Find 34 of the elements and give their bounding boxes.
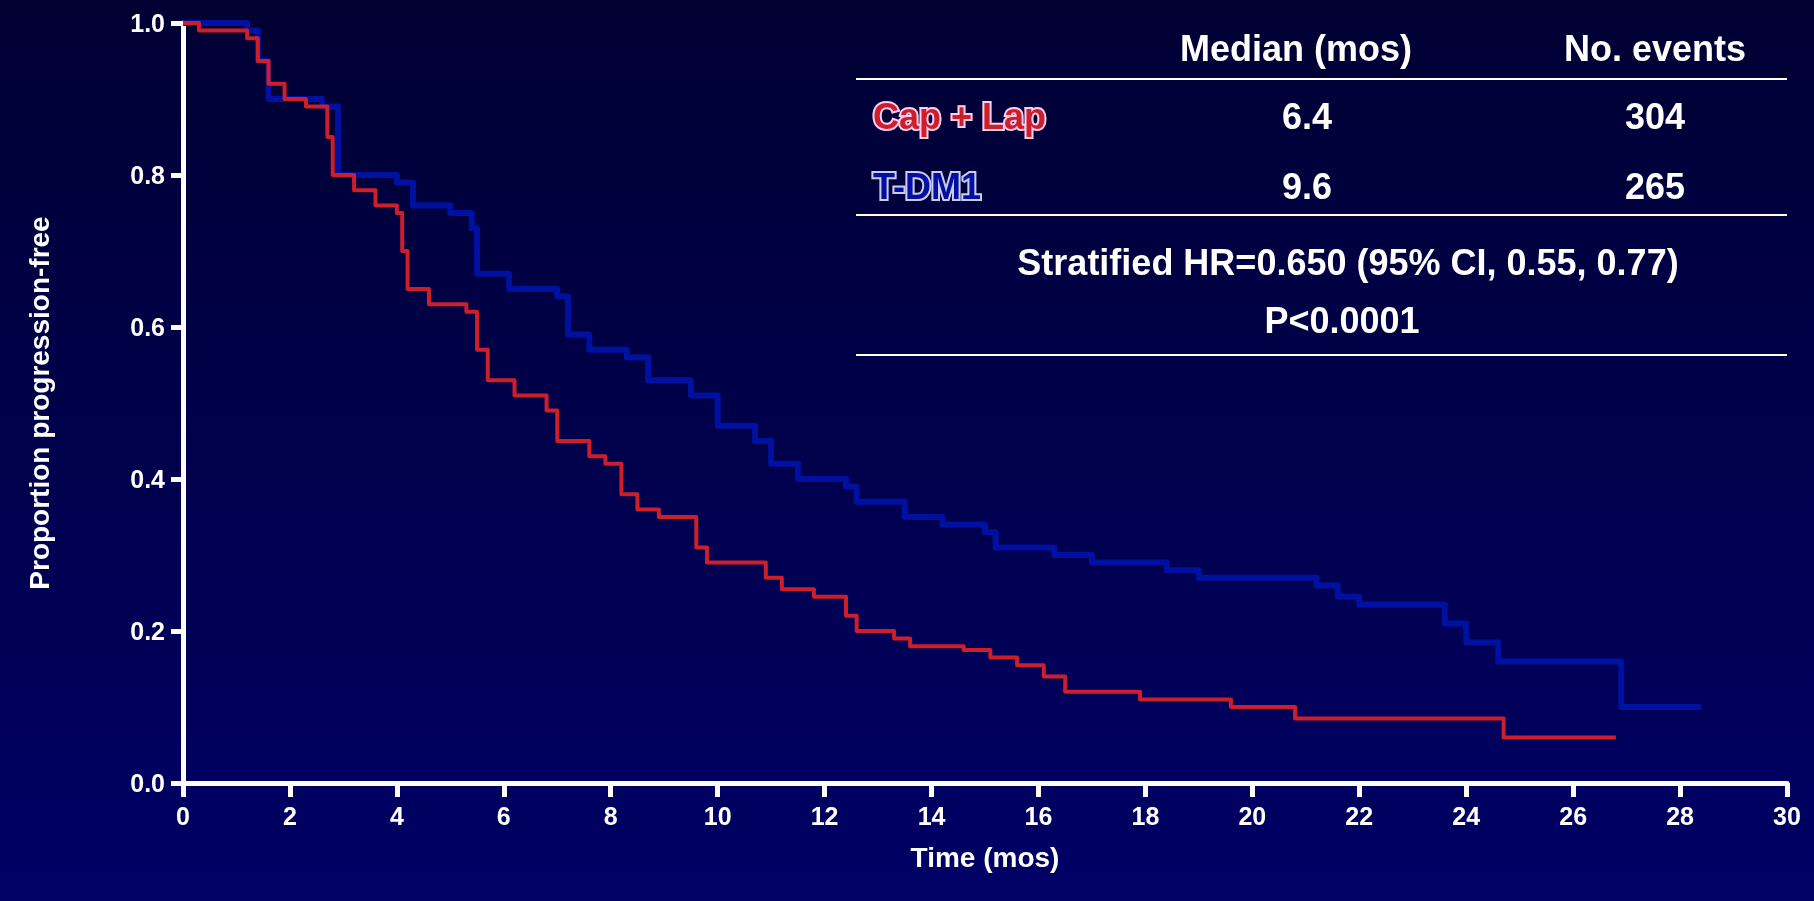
y-axis-title: Proportion progression-free — [23, 216, 55, 590]
x-tick-label: 12 — [810, 801, 839, 830]
x-tick-label: 6 — [496, 801, 511, 830]
x-tick-label: 8 — [603, 801, 618, 830]
x-tick-label: 22 — [1345, 801, 1374, 830]
text: Cap + Lap — [873, 95, 1047, 137]
x-tick-label: 16 — [1024, 801, 1053, 830]
x-tick-label: 20 — [1238, 801, 1267, 830]
y-tick-label: 0.4 — [130, 465, 166, 493]
x-tick-label: 30 — [1773, 801, 1801, 830]
y-tick-label: 0.2 — [130, 617, 165, 645]
x-axis-title: Time (mos) — [910, 841, 1060, 873]
x-tick-label: 2 — [282, 801, 297, 830]
x-tick-label: 0 — [176, 801, 190, 830]
text: T-DM1 — [873, 165, 981, 207]
annotation: No. events — [1563, 27, 1747, 69]
x-tick-label: 10 — [703, 801, 732, 830]
annotation: 304 — [1624, 95, 1686, 137]
annotation: 6.4 — [1281, 95, 1333, 137]
annotation: Stratified HR=0.650 (95% CI, 0.55, 0.77) — [1017, 241, 1679, 283]
annotation: 265 — [1624, 165, 1686, 207]
y-tick-label: 1.0 — [130, 9, 165, 37]
y-tick-label: 0.6 — [130, 313, 165, 341]
x-tick-label: 26 — [1559, 801, 1588, 830]
y-tick-label: 0.0 — [130, 769, 165, 797]
x-tick-label: 18 — [1131, 801, 1160, 830]
x-tick-label: 24 — [1452, 801, 1481, 830]
annotation: Median (mos) — [1179, 27, 1413, 69]
y-tick-label: 0.8 — [130, 161, 166, 189]
x-tick-label: 4 — [389, 801, 404, 830]
x-tick-label: 14 — [917, 801, 946, 830]
annotation: P<0.0001 — [1264, 299, 1420, 341]
annotation: 9.6 — [1281, 165, 1333, 207]
x-tick-label: 28 — [1666, 801, 1695, 830]
